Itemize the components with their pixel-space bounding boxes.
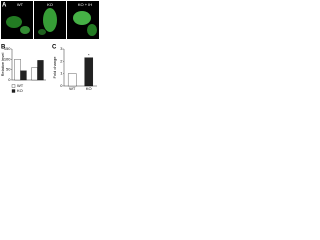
bar bbox=[14, 59, 21, 81]
y-axis-label: Fold change bbox=[52, 56, 57, 79]
cell bbox=[20, 26, 30, 34]
y-tick-label: 2 bbox=[60, 58, 63, 63]
image-label: WT bbox=[17, 2, 24, 7]
cell bbox=[6, 16, 22, 28]
cell bbox=[38, 29, 46, 35]
bar bbox=[37, 60, 44, 81]
image-label: KO + IH bbox=[78, 2, 92, 7]
y-tick-label: 0 bbox=[8, 77, 11, 82]
panel-label: B bbox=[1, 45, 6, 51]
y-tick-label: 150 bbox=[4, 46, 11, 51]
legend-swatch bbox=[11, 84, 16, 88]
panel-label: C bbox=[52, 45, 57, 51]
bar bbox=[67, 73, 77, 87]
micrographs: A WT KO KO + IH bbox=[1, 1, 99, 39]
x-tick-label: KO bbox=[86, 86, 92, 91]
y-tick-label: 100 bbox=[4, 56, 11, 61]
legend-label: KO bbox=[17, 88, 23, 93]
x-tick-label: WT bbox=[69, 86, 76, 91]
cell bbox=[73, 11, 91, 25]
legend-swatch bbox=[11, 89, 16, 93]
y-tick-label: 50 bbox=[6, 67, 11, 72]
panel-label: A bbox=[2, 3, 7, 9]
cell bbox=[43, 8, 57, 32]
y-axis-label: Relative level bbox=[0, 52, 5, 76]
y-tick-label: 1 bbox=[60, 71, 63, 76]
page: A WT KO KO + IH B Relative level 0 50 100 150… bbox=[0, 0, 320, 99]
bar bbox=[31, 67, 38, 81]
y-tick-label: 0 bbox=[60, 83, 63, 88]
y-tick-label: 3 bbox=[60, 46, 63, 51]
bar bbox=[20, 70, 27, 81]
significance: * bbox=[88, 53, 90, 58]
legend-label: WT bbox=[17, 83, 24, 88]
cell bbox=[87, 24, 97, 36]
image-label: KO bbox=[47, 2, 53, 7]
bar bbox=[84, 57, 94, 87]
